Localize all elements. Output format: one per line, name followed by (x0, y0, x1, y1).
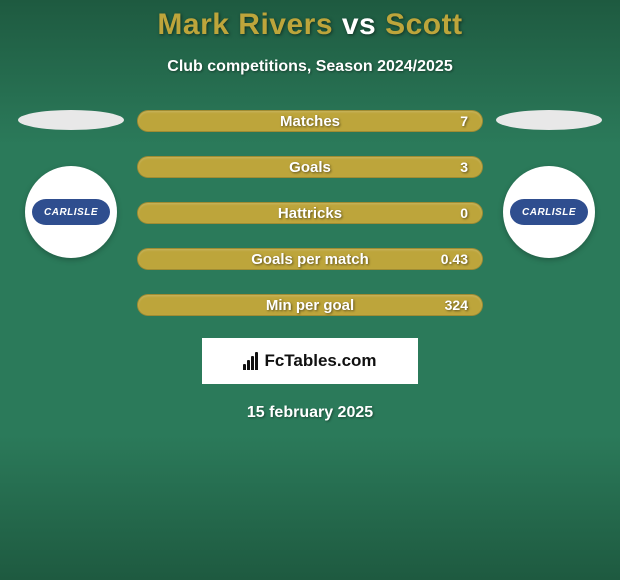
date-text: 15 february 2025 (247, 404, 373, 422)
left-side: CARLISLE (11, 110, 131, 258)
page-container: Mark Rivers vs Scott Club competitions, … (0, 0, 620, 422)
chart-icon (243, 352, 258, 370)
title-player2: Scott (385, 8, 463, 41)
stat-value: 0 (460, 205, 468, 221)
stat-label: Hattricks (278, 205, 342, 222)
stat-bar-hattricks: Hattricks 0 (137, 202, 483, 224)
left-club-inner: CARLISLE (32, 199, 110, 225)
stat-bar-matches: Matches 7 (137, 110, 483, 132)
stat-label: Matches (280, 113, 340, 130)
stat-label: Min per goal (266, 297, 354, 314)
stat-value: 7 (460, 113, 468, 129)
right-shadow-ellipse (496, 110, 602, 130)
right-side: CARLISLE (489, 110, 609, 258)
right-club-inner: CARLISLE (510, 199, 588, 225)
main-row: CARLISLE Matches 7 Goals 3 Hattricks 0 G… (0, 110, 620, 316)
brand-text: FcTables.com (264, 351, 376, 371)
stat-label: Goals (289, 159, 331, 176)
title-vs: vs (342, 8, 376, 41)
left-club-name: CARLISLE (44, 207, 98, 218)
stat-value: 3 (460, 159, 468, 175)
stat-value: 0.43 (441, 251, 468, 267)
stat-value: 324 (445, 297, 468, 313)
left-club-badge: CARLISLE (25, 166, 117, 258)
page-title: Mark Rivers vs Scott (157, 8, 462, 42)
stat-bar-goals: Goals 3 (137, 156, 483, 178)
title-player1: Mark Rivers (157, 8, 333, 41)
stats-column: Matches 7 Goals 3 Hattricks 0 Goals per … (137, 110, 483, 316)
left-shadow-ellipse (18, 110, 124, 130)
brand-box: FcTables.com (202, 338, 418, 384)
right-club-badge: CARLISLE (503, 166, 595, 258)
subtitle: Club competitions, Season 2024/2025 (167, 58, 452, 76)
stat-label: Goals per match (251, 251, 369, 268)
right-club-name: CARLISLE (522, 207, 576, 218)
stat-bar-gpm: Goals per match 0.43 (137, 248, 483, 270)
stat-bar-mpg: Min per goal 324 (137, 294, 483, 316)
